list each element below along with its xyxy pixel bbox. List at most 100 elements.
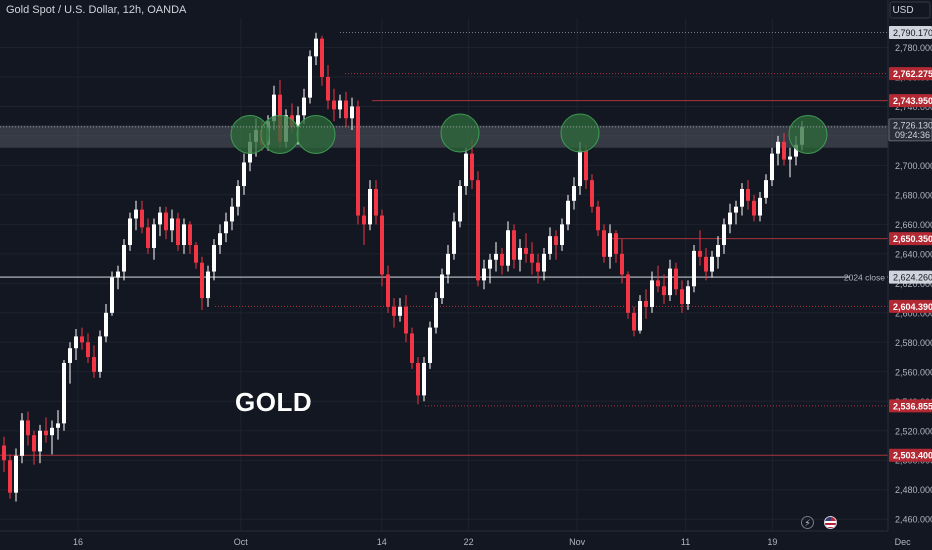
price-level-tag xyxy=(889,448,932,462)
candle-body xyxy=(326,76,330,101)
candle-body xyxy=(140,209,144,228)
candle-body xyxy=(668,268,672,296)
candle-body xyxy=(464,153,468,187)
candle-body xyxy=(794,144,798,157)
price-level-tag xyxy=(889,270,932,284)
candle-body xyxy=(674,268,678,290)
x-tick-label: 19 xyxy=(767,537,777,547)
currency-box xyxy=(889,1,931,19)
candle-body xyxy=(506,230,510,266)
candle-body xyxy=(620,253,624,275)
candle-body xyxy=(518,247,522,260)
candle-body xyxy=(554,236,558,246)
candle-body xyxy=(332,100,336,110)
candle-body xyxy=(692,250,696,287)
candle-body xyxy=(146,227,150,248)
price-level-tag-label: 2,536.855 xyxy=(893,401,932,411)
candle-body xyxy=(296,115,300,128)
candle-body xyxy=(494,253,498,260)
price-level-tag-label: 2,650.350 xyxy=(893,234,932,244)
candle-body xyxy=(8,460,12,493)
candle-body xyxy=(746,189,750,201)
symbol-title[interactable]: Gold Spot / U.S. Dollar, 12h, OANDA xyxy=(6,4,187,16)
last-price-label: 2,726.130 xyxy=(893,120,932,130)
candle-body xyxy=(722,224,726,246)
flash-icon[interactable]: ⚡ xyxy=(801,516,814,529)
candle-body xyxy=(686,286,690,304)
candle-body xyxy=(182,224,186,246)
candle-body xyxy=(776,141,780,154)
candle-body xyxy=(218,233,222,246)
candle-body xyxy=(710,256,714,272)
candle-body xyxy=(488,259,492,269)
candle-body xyxy=(398,306,402,316)
candle-body xyxy=(308,56,312,98)
candle-body xyxy=(428,327,432,363)
us-flag-icon[interactable] xyxy=(824,516,837,529)
price-level-tag xyxy=(889,67,932,81)
time-axis xyxy=(0,531,932,550)
candle-body xyxy=(662,286,666,296)
price-level-tag xyxy=(889,232,932,246)
y-tick-label: 2,660.000 xyxy=(895,220,932,230)
candle-body xyxy=(164,212,168,231)
candle-body xyxy=(410,333,414,363)
candle-body xyxy=(62,362,66,424)
touch-circle xyxy=(296,114,336,154)
price-level-tag-label: 2,762.275 xyxy=(893,69,932,79)
candle-body xyxy=(440,274,444,299)
level-annotation-label: 2024 close xyxy=(844,273,885,283)
candle-body xyxy=(608,233,612,257)
x-tick-label: 22 xyxy=(464,537,474,547)
candle-body xyxy=(74,336,78,349)
x-tick-label: 11 xyxy=(681,537,690,547)
candle-body xyxy=(20,420,24,456)
candle-body xyxy=(740,189,744,207)
x-tick-label: Oct xyxy=(234,537,249,547)
y-tick-label: 2,580.000 xyxy=(895,338,932,348)
candle-body xyxy=(170,218,174,231)
candle-body xyxy=(734,206,738,213)
price-level-tag-label: 2,790.170 xyxy=(893,28,932,38)
candle-body xyxy=(572,186,576,201)
candle-body xyxy=(98,336,102,372)
y-tick-label: 2,600.000 xyxy=(895,308,932,318)
countdown-label: 09:24:36 xyxy=(895,130,930,140)
candle-body xyxy=(272,94,276,122)
candle-body xyxy=(380,215,384,275)
candle-body xyxy=(26,420,30,436)
y-tick-label: 2,520.000 xyxy=(895,426,932,436)
x-tick-label: 14 xyxy=(377,537,387,547)
candle-body xyxy=(404,306,408,334)
candle-body xyxy=(80,336,84,343)
candle-body xyxy=(632,312,636,331)
candle-body xyxy=(350,106,354,119)
candle-body xyxy=(110,277,114,313)
price-level-tag xyxy=(889,94,932,108)
price-level-tag-label: 2,743.950 xyxy=(893,96,932,106)
candle-body xyxy=(512,230,516,260)
candle-body xyxy=(416,362,420,396)
candle-body xyxy=(728,212,732,225)
candle-body xyxy=(602,230,606,257)
candle-body xyxy=(86,342,90,358)
candle-body xyxy=(590,180,594,207)
candle-body xyxy=(782,141,786,160)
candle-body xyxy=(128,218,132,246)
currency-label[interactable]: USD xyxy=(892,5,914,16)
candle-body xyxy=(656,280,660,287)
touch-circle xyxy=(560,113,600,153)
candle-body xyxy=(68,348,72,363)
candle-body xyxy=(788,156,792,160)
candle-body xyxy=(356,106,360,216)
price-level-tag xyxy=(889,299,932,313)
x-tick-label: 16 xyxy=(73,537,83,547)
candle-body xyxy=(566,200,570,225)
candle-body xyxy=(650,280,654,307)
touch-circle xyxy=(788,114,828,154)
x-tick-label: Nov xyxy=(569,537,586,547)
candle-body xyxy=(338,100,342,110)
candle-body xyxy=(14,455,18,493)
